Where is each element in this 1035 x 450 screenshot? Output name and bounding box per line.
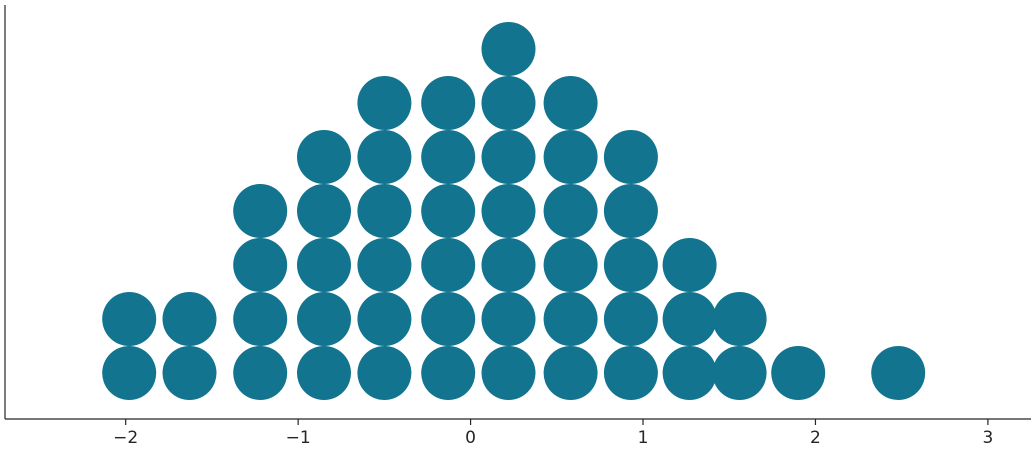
dot-marker <box>481 130 536 184</box>
x-tick-label: 2 <box>810 428 821 448</box>
dot-marker <box>603 346 658 400</box>
dot-marker <box>603 130 658 184</box>
x-axis-ticks: −2 −1 0 1 2 3 <box>113 419 993 448</box>
dot-marker <box>102 292 157 346</box>
dot-marker <box>603 184 658 238</box>
dot-marker <box>481 346 536 400</box>
dot-marker <box>233 346 288 400</box>
dot-marker <box>357 346 412 400</box>
dot-marker <box>233 292 288 346</box>
dot-marker <box>543 130 598 184</box>
dot-marker <box>871 346 926 400</box>
dot-marker <box>162 292 217 346</box>
x-tick-label: 3 <box>982 428 993 448</box>
dot-marker <box>712 346 767 400</box>
dot-marker <box>233 238 288 292</box>
dot-marker <box>543 238 598 292</box>
dot-marker <box>481 238 536 292</box>
dot-marker <box>357 184 412 238</box>
x-tick-label: 1 <box>638 428 649 448</box>
dot-marker <box>102 346 157 400</box>
dot-marker <box>421 76 476 130</box>
dot-marker <box>543 184 598 238</box>
dot-marker <box>543 76 598 130</box>
dot-marker <box>297 238 351 292</box>
dot-marker <box>297 184 351 238</box>
dot-marker <box>771 346 826 400</box>
dot-marker <box>662 346 717 400</box>
dot-marker <box>543 292 598 346</box>
dot-marker <box>421 238 476 292</box>
dot-marker <box>481 292 536 346</box>
dot-marker <box>357 238 412 292</box>
dot-marker <box>481 184 536 238</box>
dot-marker <box>297 346 351 400</box>
dot-marker <box>712 292 767 346</box>
dot-marker <box>357 292 412 346</box>
dot-marker <box>421 130 476 184</box>
dot-marker <box>357 130 412 184</box>
dot-marker <box>662 238 717 292</box>
dot-marker <box>297 292 351 346</box>
dot-marker <box>233 184 288 238</box>
dot-marker <box>543 346 598 400</box>
dot-marker <box>357 76 412 130</box>
x-tick-label: 0 <box>465 428 476 448</box>
x-tick-label: −1 <box>286 428 311 448</box>
dot-marker <box>481 76 536 130</box>
dot-marker <box>603 238 658 292</box>
x-tick-label: −2 <box>113 428 138 448</box>
dot-marker <box>421 184 476 238</box>
dot-marker <box>162 346 217 400</box>
dot-marker <box>603 292 658 346</box>
dot-marker <box>662 292 717 346</box>
dot-marker <box>421 292 476 346</box>
dot-marker <box>481 22 536 76</box>
dot-marker <box>421 346 476 400</box>
dot-markers <box>102 22 926 400</box>
dot-marker <box>297 130 351 184</box>
